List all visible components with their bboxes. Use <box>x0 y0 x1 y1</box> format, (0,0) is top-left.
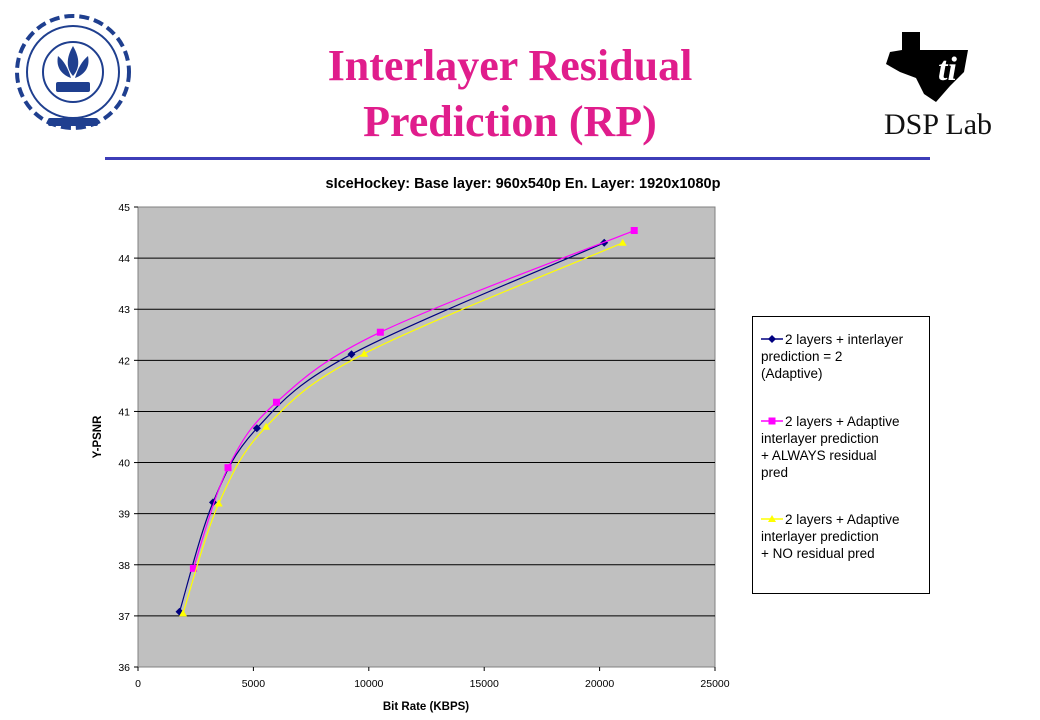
y-axis-label: Y-PSNR <box>92 415 104 459</box>
legend-label-line: interlayer prediction <box>761 431 879 446</box>
data-point <box>262 422 271 430</box>
legend-swatch <box>761 335 783 343</box>
x-axis: 0 5000 10000 15000 20000 25000 <box>135 667 730 690</box>
legend-swatch <box>761 515 783 522</box>
chart-legend: 2 layers + interlayer prediction = 2 (Adap… <box>752 316 930 594</box>
lab-name: DSP Lab <box>883 108 993 141</box>
legend-label-line: prediction = 2 <box>761 349 843 364</box>
y-tick-label: 40 <box>118 458 130 470</box>
x-tick-label: 25000 <box>700 678 729 690</box>
y-tick-label: 44 <box>118 253 130 265</box>
plot-area <box>137 206 716 668</box>
data-point <box>189 564 197 572</box>
legend-marker <box>768 417 776 425</box>
legend-label-line: 2 layers + Adaptive <box>785 414 900 429</box>
y-tick-label: 42 <box>118 355 130 367</box>
chart-title: sIceHockey: Base layer: 960x540p En. Lay… <box>326 176 721 192</box>
legend-label-line: (Adaptive) <box>761 366 823 381</box>
data-point <box>347 350 356 359</box>
data-point <box>224 464 232 472</box>
data-point <box>376 328 384 336</box>
data-point <box>272 398 280 406</box>
y-axis: 36 37 38 39 40 41 42 43 44 45 <box>118 202 138 674</box>
legend-label-line: + ALWAYS residual <box>761 448 877 463</box>
data-point <box>252 424 261 433</box>
x-tick-label: 10000 <box>354 678 383 690</box>
x-tick-label: 0 <box>135 678 141 690</box>
series-layer <box>175 227 638 617</box>
y-tick-label: 43 <box>118 304 130 316</box>
legend-label-line: + NO residual pred <box>761 546 875 561</box>
x-axis-label: Bit Rate (KBPS) <box>383 701 469 713</box>
y-tick-label: 45 <box>118 202 130 214</box>
series-line <box>182 242 623 614</box>
y-tick-label: 38 <box>118 560 130 572</box>
data-point <box>179 609 188 617</box>
legend-label-line: 2 layers + Adaptive <box>785 512 900 527</box>
y-tick-label: 37 <box>118 611 130 623</box>
series-line <box>192 229 635 569</box>
x-tick-label: 20000 <box>585 678 614 690</box>
grid-lines <box>138 257 715 617</box>
slide-title-line-1: Interlayer Residual <box>327 41 693 90</box>
x-tick-label: 15000 <box>470 678 499 690</box>
legend-label-line: 2 layers + interlayer <box>785 332 904 347</box>
svg-text:ti: ti <box>938 51 957 88</box>
data-point <box>618 238 627 246</box>
data-point <box>214 499 223 507</box>
data-point <box>360 349 369 357</box>
data-point <box>630 227 638 235</box>
y-tick-label: 41 <box>118 406 130 418</box>
y-tick-label: 39 <box>118 509 130 521</box>
y-tick-label: 36 <box>118 662 130 674</box>
title-divider <box>105 157 930 160</box>
legend-marker <box>768 515 776 522</box>
institute-logo <box>8 6 138 142</box>
legend-label-line: pred <box>761 465 789 480</box>
slide-title-line-2: Prediction (RP) <box>363 97 657 146</box>
series-2 <box>189 227 638 572</box>
legend-label-line: interlayer prediction <box>761 529 879 544</box>
slide-title: Interlayer Residual Prediction (RP) <box>230 38 790 150</box>
series-line <box>178 242 605 612</box>
x-tick-label: 5000 <box>242 678 266 690</box>
company-logo: ti <box>880 28 980 106</box>
series-3 <box>179 238 627 617</box>
legend-marker <box>768 335 776 343</box>
legend-swatch <box>761 417 783 425</box>
